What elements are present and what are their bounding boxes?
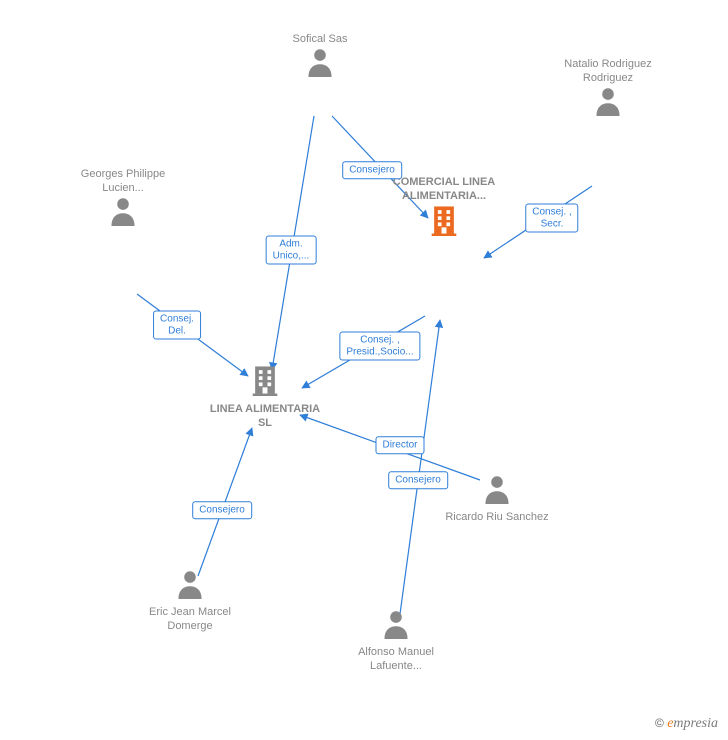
node-natalio[interactable]: Natalio Rodriguez Rodriguez	[548, 56, 668, 121]
building-icon	[250, 364, 280, 401]
node-comercial[interactable]: COMERCIAL LINEA ALIMENTARIA...	[384, 174, 504, 241]
edge-eric-linea	[198, 428, 252, 576]
person-icon	[594, 86, 622, 121]
node-label: Sofical Sas	[260, 33, 380, 47]
edge-alfonso-comercial	[400, 320, 440, 614]
node-label: Eric Jean Marcel Domerge	[130, 606, 250, 634]
node-label: Ricardo Riu Sanchez	[437, 511, 557, 525]
edge-label: Consej. , Presid.,Socio...	[339, 332, 420, 361]
edge-label: Director	[375, 436, 424, 454]
copyright-symbol: ©	[655, 716, 664, 730]
node-label: COMERCIAL LINEA ALIMENTARIA...	[384, 176, 504, 204]
edge-label: Consej. , Secr.	[525, 204, 578, 233]
network-diagram: Sofical Sas Natalio Rodriguez Rodriguez Ge…	[0, 0, 728, 740]
person-icon	[382, 609, 410, 644]
node-label: Georges Philippe Lucien...	[63, 168, 183, 196]
footer-credit: © empresia	[655, 716, 718, 732]
building-icon	[429, 204, 459, 241]
edge-label: Adm. Unico,...	[266, 236, 317, 265]
node-label: Natalio Rodriguez Rodriguez	[548, 58, 668, 86]
node-label: Alfonso Manuel Lafuente...	[336, 646, 456, 674]
edge-sofical-linea	[272, 116, 314, 370]
edge-label: Consejero	[192, 501, 252, 519]
node-ricardo[interactable]: Ricardo Riu Sanchez	[437, 474, 557, 525]
node-georges[interactable]: Georges Philippe Lucien...	[63, 166, 183, 231]
person-icon	[176, 569, 204, 604]
brand-rest: mpresia	[673, 716, 718, 731]
person-icon	[306, 47, 334, 82]
node-label: LINEA ALIMENTARIA SL	[205, 403, 325, 431]
person-icon	[109, 196, 137, 231]
node-linea[interactable]: LINEA ALIMENTARIA SL	[205, 364, 325, 431]
node-eric[interactable]: Eric Jean Marcel Domerge	[130, 569, 250, 634]
person-icon	[483, 474, 511, 509]
node-alfonso[interactable]: Alfonso Manuel Lafuente...	[336, 609, 456, 674]
edge-label: Consej. Del.	[153, 311, 201, 340]
edge-ricardo-linea	[300, 415, 480, 480]
node-sofical[interactable]: Sofical Sas	[260, 31, 380, 82]
